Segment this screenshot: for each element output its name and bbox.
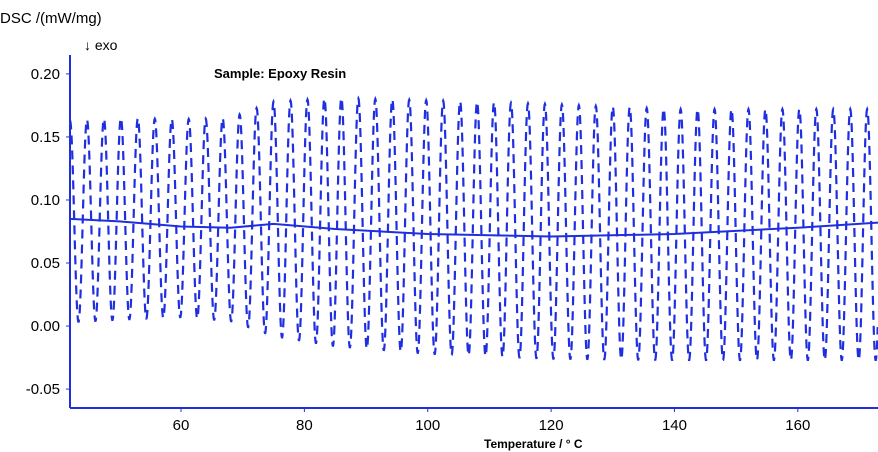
x-tick-label: 60	[173, 417, 190, 434]
y-tick-label: 0.15	[31, 129, 60, 146]
y-tick-label: 0.10	[31, 192, 60, 209]
chart-title: Sample: Epoxy Resin	[214, 66, 347, 81]
y-axis-label: DSC /(mW/mg)	[0, 10, 102, 27]
y-tick-label: 0.00	[31, 318, 60, 335]
y-tick-label: 0.05	[31, 255, 60, 272]
x-tick-label: 120	[539, 417, 564, 434]
x-tick-label: 100	[415, 417, 440, 434]
x-axis-label: Temperature / ° C	[484, 437, 583, 451]
y-tick-label: 0.20	[31, 66, 60, 83]
x-tick-label: 160	[785, 417, 810, 434]
y-tick-label: -0.05	[26, 381, 60, 398]
x-tick-label: 140	[662, 417, 687, 434]
x-tick-label: 80	[296, 417, 313, 434]
average-dsc-line	[69, 217, 878, 238]
modulated-dsc-signal	[69, 94, 878, 361]
exo-direction-label: ↓ exo	[84, 37, 118, 53]
